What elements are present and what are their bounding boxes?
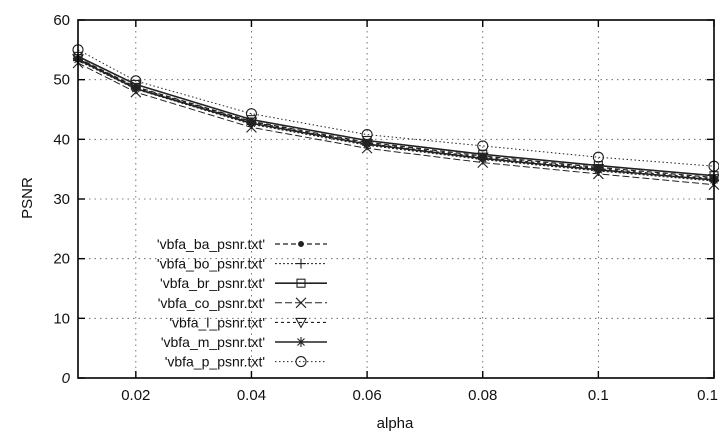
star-marker [130,83,141,94]
data-point [296,337,306,347]
data-point [477,140,489,152]
data-point [245,108,258,120]
data-point [593,164,604,175]
circle-marker [361,129,373,141]
data-point [296,258,306,269]
legend-entry: 'vbfa_p_psnr.txt' [165,354,327,370]
series-star [73,54,719,185]
plus-marker [296,258,306,269]
series-line [77,58,715,181]
series-square [73,51,719,181]
circle-marker [295,356,307,368]
triangle-marker [295,317,307,329]
data-point [592,151,604,163]
legend-label: 'vbfa_l_psnr.txt' [169,314,265,330]
series-plus [73,55,719,187]
series-cross [72,57,719,191]
legend-label: 'vbfa_ba_psnr.txt' [157,236,265,252]
legend-label: 'vbfa_m_psnr.txt' [161,334,265,350]
data-point [295,297,307,309]
data-point [130,75,142,87]
grid [78,20,714,378]
series-triangle [72,54,719,185]
legend-label: 'vbfa_co_psnr.txt' [158,295,265,311]
series-line [77,58,715,180]
data-point [477,153,488,164]
series-line [77,62,715,186]
legend-entry: 'vbfa_bo_psnr.txt' [157,256,327,272]
cross-marker [295,297,307,309]
legend-entry: 'vbfa_l_psnr.txt' [169,314,327,330]
data-point [295,317,307,329]
data-point [361,129,373,141]
dot-marker [298,241,304,247]
y-tick-label: 60 [53,12,70,29]
legend-entry: 'vbfa_m_psnr.txt' [161,334,327,350]
y-axis-label: PSNR [19,177,36,219]
y-tick-label: 40 [53,131,70,148]
data-point [362,139,373,150]
data-point [246,118,257,129]
legend-label: 'vbfa_bo_psnr.txt' [157,256,265,272]
y-tick-label: 20 [53,251,70,268]
x-tick-label: 0.02 [121,387,150,404]
y-tick-label: 30 [53,191,70,208]
square-marker [296,278,306,288]
x-axis-label: alpha [377,415,414,432]
series-line [77,60,715,182]
data-point [130,83,141,94]
series-line [77,57,715,179]
data-point [295,356,307,368]
circle-marker [592,151,604,163]
series-dot [75,55,717,181]
star-marker [246,118,257,129]
y-tick-label: 50 [53,72,70,89]
data-point [296,278,306,288]
star-marker [477,153,488,164]
star-marker [362,139,373,150]
circle-marker [245,108,258,120]
axis-ticks: 0 10 20 30 40 50 60 0.02 0.04 0.06 0.08 0.1 0.1 [53,12,718,404]
legend-entry: 'vbfa_br_psnr.txt' [160,275,327,291]
y-tick-label: 0 [62,370,71,387]
data-point [298,241,304,247]
circle-marker [130,75,142,87]
series-line [77,55,715,177]
x-tick-label: 0.08 [468,387,497,404]
legend: 'vbfa_ba_psnr.txt' 'vbfa_bo_psnr.txt' 'vbf… [157,236,327,370]
star-marker [593,164,604,175]
circle-marker [477,140,489,152]
legend-label: 'vbfa_p_psnr.txt' [165,354,265,370]
series-lines [72,44,719,191]
legend-entry: 'vbfa_ba_psnr.txt' [157,236,327,252]
legend-entry: 'vbfa_co_psnr.txt' [158,295,327,311]
star-marker [296,337,306,347]
legend-label: 'vbfa_br_psnr.txt' [160,275,265,291]
x-tick-label: 0.1 [697,387,718,404]
y-tick-label: 10 [53,310,70,327]
x-tick-label: 0.1 [588,387,609,404]
x-tick-label: 0.06 [352,387,381,404]
x-tick-label: 0.04 [237,387,266,404]
